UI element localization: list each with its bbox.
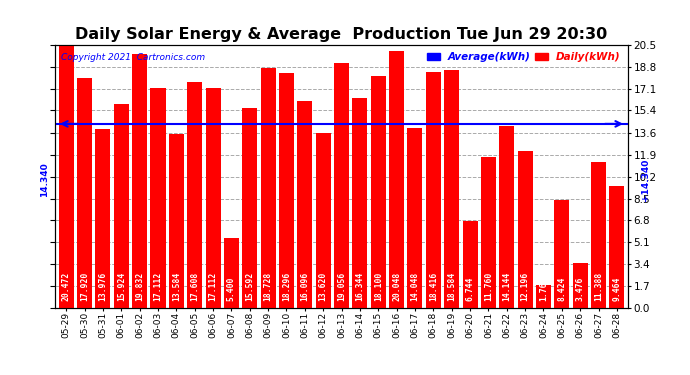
Bar — [334, 63, 349, 308]
Text: 15.592: 15.592 — [245, 272, 255, 301]
Text: 19.832: 19.832 — [135, 272, 144, 301]
Text: 17.920: 17.920 — [80, 272, 89, 301]
Bar — [132, 54, 147, 307]
Title: Daily Solar Energy & Average  Production Tue Jun 29 20:30: Daily Solar Energy & Average Production … — [75, 27, 608, 42]
Legend: Average(kWh), Daily(kWh): Average(kWh), Daily(kWh) — [425, 50, 622, 64]
Text: 18.584: 18.584 — [447, 272, 456, 301]
Bar — [242, 108, 257, 308]
Bar — [169, 134, 184, 308]
Bar — [500, 126, 514, 308]
Bar — [408, 128, 422, 308]
Text: 19.056: 19.056 — [337, 272, 346, 301]
Bar — [187, 82, 202, 308]
Bar — [554, 200, 569, 308]
Text: 14.340: 14.340 — [40, 163, 50, 197]
Bar — [444, 69, 460, 308]
Bar — [77, 78, 92, 308]
Text: 14.144: 14.144 — [502, 272, 511, 301]
Text: 11.760: 11.760 — [484, 272, 493, 301]
Bar — [315, 133, 331, 308]
Text: 18.416: 18.416 — [428, 272, 438, 301]
Bar — [371, 76, 386, 307]
Bar — [609, 186, 624, 308]
Text: 3.476: 3.476 — [575, 277, 584, 301]
Bar — [261, 68, 275, 308]
Text: 17.112: 17.112 — [208, 272, 217, 301]
Text: 13.620: 13.620 — [319, 272, 328, 301]
Bar — [59, 45, 74, 308]
Bar — [536, 285, 551, 308]
Text: 16.344: 16.344 — [355, 272, 364, 301]
Text: 11.388: 11.388 — [594, 272, 603, 301]
Text: 17.112: 17.112 — [153, 272, 162, 301]
Bar — [95, 129, 110, 308]
Bar — [224, 238, 239, 308]
Text: 8.424: 8.424 — [558, 277, 566, 301]
Text: Copyright 2021  Cartronics.com: Copyright 2021 Cartronics.com — [61, 53, 205, 62]
Text: 17.608: 17.608 — [190, 272, 199, 301]
Bar — [462, 221, 477, 308]
Bar — [573, 263, 588, 308]
Bar — [353, 98, 368, 308]
Text: 18.296: 18.296 — [282, 272, 291, 301]
Text: 14.048: 14.048 — [411, 272, 420, 301]
Bar — [279, 73, 294, 308]
Text: +14.340: +14.340 — [640, 159, 650, 201]
Bar — [114, 104, 129, 308]
Text: 18.728: 18.728 — [264, 272, 273, 301]
Bar — [426, 72, 441, 308]
Bar — [591, 162, 606, 308]
Bar — [518, 152, 533, 308]
Text: 13.976: 13.976 — [99, 272, 108, 301]
Bar — [150, 88, 166, 308]
Text: 15.924: 15.924 — [117, 272, 126, 301]
Bar — [206, 88, 221, 308]
Text: 18.100: 18.100 — [374, 272, 383, 301]
Text: 6.744: 6.744 — [466, 277, 475, 301]
Text: 1.764: 1.764 — [539, 277, 548, 301]
Text: 9.464: 9.464 — [613, 277, 622, 301]
Text: 13.584: 13.584 — [172, 272, 181, 301]
Text: 20.048: 20.048 — [392, 272, 401, 301]
Text: 16.096: 16.096 — [300, 272, 309, 301]
Bar — [297, 101, 313, 308]
Text: 5.400: 5.400 — [227, 277, 236, 301]
Bar — [389, 51, 404, 308]
Text: 12.196: 12.196 — [521, 272, 530, 301]
Text: 20.472: 20.472 — [61, 272, 70, 301]
Bar — [481, 157, 496, 308]
